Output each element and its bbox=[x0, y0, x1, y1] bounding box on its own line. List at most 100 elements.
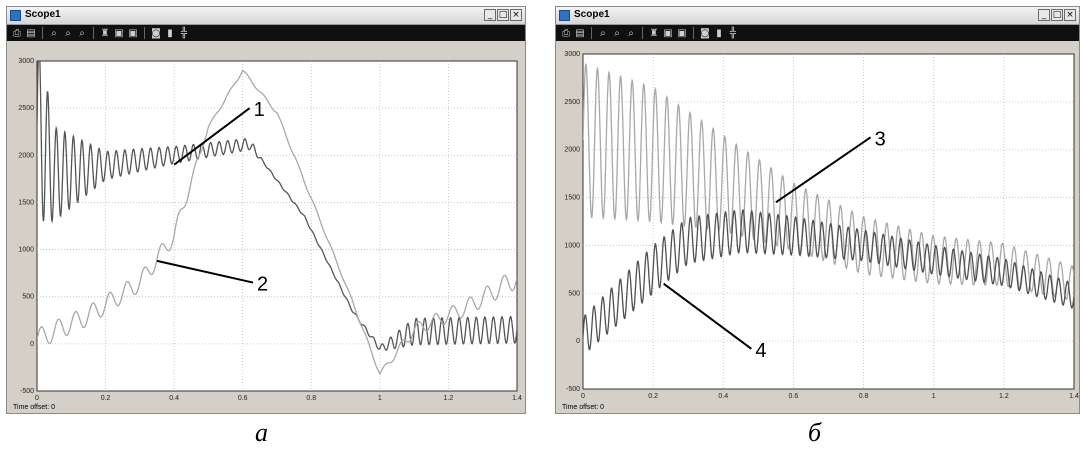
window-controls: _ □ × bbox=[1038, 9, 1076, 21]
restore-axes-icon[interactable]: ▣ bbox=[128, 27, 138, 39]
y-tick-label: 2500 bbox=[564, 99, 580, 106]
callout-line-2 bbox=[156, 259, 254, 284]
x-tick-label: 0.8 bbox=[859, 393, 869, 400]
y-tick-label: 1000 bbox=[18, 247, 34, 254]
callout-line-4 bbox=[663, 282, 752, 350]
x-tick-label: 1 bbox=[932, 393, 936, 400]
y-tick-label: 500 bbox=[22, 294, 34, 301]
y-tick-label: -500 bbox=[20, 388, 34, 395]
toolbar-separator bbox=[144, 27, 145, 39]
x-tick-label: 0.6 bbox=[238, 395, 248, 402]
time-offset: Time offset: 0 bbox=[13, 404, 55, 411]
series-line-3 bbox=[583, 62, 1074, 301]
signal-selector-icon[interactable]: ╬ bbox=[729, 27, 737, 39]
zoom-y-icon[interactable]: ⌕ bbox=[628, 27, 634, 39]
x-tick-label: 0 bbox=[581, 393, 585, 400]
floating-scope-icon[interactable]: ◙ bbox=[700, 27, 710, 39]
y-tick-label: -500 bbox=[566, 386, 580, 393]
window-title: Scope1 bbox=[574, 9, 610, 20]
time-offset-label: Time offset: bbox=[13, 404, 50, 411]
zoom-x-icon[interactable]: ⌕ bbox=[614, 27, 620, 39]
title-bar: Scope1 _ □ × bbox=[556, 7, 1079, 25]
x-tick-label: 1 bbox=[378, 395, 382, 402]
y-tick-label: 500 bbox=[568, 290, 580, 297]
close-button[interactable]: × bbox=[1064, 9, 1076, 21]
scope-window-a: Scope1 _ □ × ⎙ ▤ ⌕ ⌕ ⌕ ♜ ▣ ▣ ◙ ▮ ╬ 0 0.2 0… bbox=[6, 6, 526, 414]
x-tick-label: 1.2 bbox=[444, 395, 454, 402]
window-controls: _ □ × bbox=[484, 9, 522, 21]
toolbar-separator bbox=[642, 27, 643, 39]
signal-selector-icon[interactable]: ╬ bbox=[180, 27, 188, 39]
maximize-button[interactable]: □ bbox=[497, 9, 509, 21]
scope-plot-b: 0 0.2 0.4 0.6 0.8 1 1.2 1.4-5000500100015002000… bbox=[564, 51, 1079, 400]
y-tick-label: 3000 bbox=[18, 58, 34, 65]
print-icon[interactable]: ⎙ bbox=[562, 27, 570, 39]
callout-line-1 bbox=[173, 107, 251, 166]
restore-axes-icon[interactable]: ▣ bbox=[677, 27, 687, 39]
x-tick-label: 0 bbox=[35, 395, 39, 402]
zoom-icon[interactable]: ⌕ bbox=[51, 27, 57, 39]
minimize-button[interactable]: _ bbox=[484, 9, 496, 21]
x-tick-label: 0.4 bbox=[718, 393, 728, 400]
floating-scope-icon[interactable]: ◙ bbox=[151, 27, 161, 39]
x-tick-label: 0.2 bbox=[101, 395, 111, 402]
series-line-4 bbox=[583, 208, 1074, 351]
x-tick-label: 1.2 bbox=[999, 393, 1009, 400]
lock-icon[interactable]: ▮ bbox=[716, 27, 722, 39]
parameters-icon[interactable]: ▤ bbox=[26, 27, 36, 39]
scope-app-icon bbox=[10, 10, 21, 21]
autoscale-icon[interactable]: ♜ bbox=[100, 27, 110, 39]
save-axes-icon[interactable]: ▣ bbox=[114, 27, 124, 39]
y-tick-label: 1500 bbox=[564, 195, 580, 202]
callout-label-1: 1 bbox=[254, 99, 265, 121]
print-icon[interactable]: ⎙ bbox=[13, 27, 21, 39]
plot-area bbox=[582, 53, 1075, 390]
time-offset: Time offset: 0 bbox=[562, 404, 604, 411]
callout-line-3 bbox=[775, 136, 872, 204]
time-offset-value: 0 bbox=[51, 404, 56, 411]
scope-app-icon bbox=[559, 10, 570, 21]
callout-label-3: 3 bbox=[875, 128, 886, 150]
y-tick-label: 2000 bbox=[18, 152, 34, 159]
toolbar-separator bbox=[591, 27, 592, 39]
toolbar: ⎙ ▤ ⌕ ⌕ ⌕ ♜ ▣ ▣ ◙ ▮ ╬ bbox=[556, 25, 1079, 41]
toolbar-separator bbox=[693, 27, 694, 39]
y-tick-label: 3000 bbox=[564, 51, 580, 58]
close-button[interactable]: × bbox=[510, 9, 522, 21]
scope-plot-a: 0 0.2 0.4 0.6 0.8 1 1.2 1.4-5000500100015002000… bbox=[18, 58, 522, 402]
toolbar-separator bbox=[42, 27, 43, 39]
x-tick-label: 0.2 bbox=[648, 393, 658, 400]
scope-window-b: Scope1 _ □ × ⎙ ▤ ⌕ ⌕ ⌕ ♜ ▣ ▣ ◙ ▮ ╬ 0 0.2 0… bbox=[555, 6, 1080, 414]
save-axes-icon[interactable]: ▣ bbox=[663, 27, 673, 39]
y-tick-label: 2500 bbox=[18, 105, 34, 112]
window-title: Scope1 bbox=[25, 9, 61, 20]
lock-icon[interactable]: ▮ bbox=[167, 27, 173, 39]
zoom-y-icon[interactable]: ⌕ bbox=[79, 27, 85, 39]
autoscale-icon[interactable]: ♜ bbox=[649, 27, 659, 39]
callout-label-4: 4 bbox=[755, 340, 766, 362]
y-tick-label: 2000 bbox=[564, 147, 580, 154]
zoom-icon[interactable]: ⌕ bbox=[600, 27, 606, 39]
zoom-x-icon[interactable]: ⌕ bbox=[65, 27, 71, 39]
series-line-1 bbox=[37, 61, 517, 351]
toolbar-separator bbox=[93, 27, 94, 39]
caption-a: а bbox=[255, 418, 268, 447]
x-tick-label: 0.4 bbox=[169, 395, 179, 402]
y-tick-label: 0 bbox=[30, 341, 34, 348]
y-tick-label: 0 bbox=[576, 338, 580, 345]
callout-label-2: 2 bbox=[257, 274, 268, 296]
series-line-2 bbox=[37, 69, 517, 376]
maximize-button[interactable]: □ bbox=[1051, 9, 1063, 21]
toolbar: ⎙ ▤ ⌕ ⌕ ⌕ ♜ ▣ ▣ ◙ ▮ ╬ bbox=[7, 25, 525, 41]
plot-area bbox=[36, 60, 518, 392]
y-tick-label: 1500 bbox=[18, 199, 34, 206]
time-offset-value: 0 bbox=[600, 404, 605, 411]
x-tick-label: 1.4 bbox=[1069, 393, 1079, 400]
parameters-icon[interactable]: ▤ bbox=[575, 27, 585, 39]
minimize-button[interactable]: _ bbox=[1038, 9, 1050, 21]
title-bar: Scope1 _ □ × bbox=[7, 7, 525, 25]
y-tick-label: 1000 bbox=[564, 242, 580, 249]
x-tick-label: 0.8 bbox=[306, 395, 316, 402]
caption-b: б bbox=[808, 418, 822, 447]
x-tick-label: 1.4 bbox=[512, 395, 522, 402]
